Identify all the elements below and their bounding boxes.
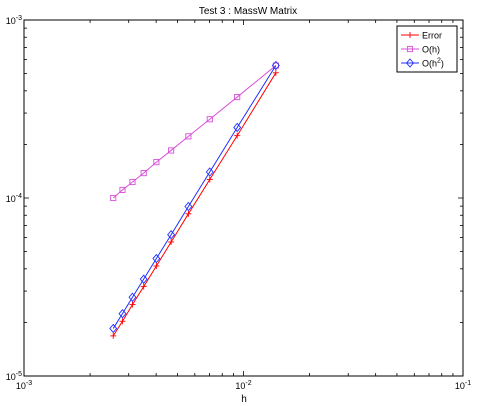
- data-point: [185, 210, 192, 217]
- data-point: [110, 332, 117, 339]
- x-axis-label: h: [241, 394, 247, 405]
- y-tick-label: 10-5: [6, 371, 22, 382]
- data-point: [167, 230, 176, 240]
- series-1: [110, 62, 279, 202]
- legend-marker: [406, 58, 414, 68]
- data-point: [234, 132, 241, 139]
- legend-entry: O(h2): [401, 58, 444, 69]
- legend-label: O(h2): [422, 58, 444, 69]
- data-point: [129, 178, 136, 186]
- x-tick-label: 10-3: [16, 380, 32, 391]
- chart-title: Test 3 : MassW Matrix: [199, 6, 297, 17]
- axis-ticks: 10-3 10-2 10-1 10-5 10-4 10-3: [6, 15, 471, 391]
- series-2: [109, 60, 280, 334]
- series-line: [112, 65, 277, 329]
- data-point: [271, 60, 280, 71]
- x-tick-label: 10-1: [455, 380, 471, 391]
- data-point: [206, 116, 213, 123]
- plot-area: [23, 19, 464, 377]
- data-point: [272, 62, 279, 69]
- data-point: [118, 308, 127, 319]
- data-point: [129, 301, 136, 308]
- data-point: [184, 201, 193, 212]
- data-point: [119, 318, 126, 325]
- legend-label: Error: [422, 31, 442, 41]
- legend: Error O(h) O(h2): [396, 25, 458, 73]
- data-point: [153, 159, 160, 166]
- data-point: [139, 274, 148, 284]
- data-point: [205, 167, 214, 177]
- legend-marker: [407, 32, 413, 38]
- x-tick-label: 10-2: [235, 380, 251, 391]
- y-tick-label: 10-4: [6, 193, 22, 204]
- series-line: [112, 72, 277, 337]
- data-point: [153, 262, 160, 269]
- legend-entry: Error: [401, 31, 442, 41]
- data-point: [152, 253, 161, 264]
- data-point: [206, 176, 213, 183]
- data-point: [128, 292, 137, 302]
- data-point: [233, 122, 242, 133]
- data-point: [109, 323, 118, 334]
- legend-label: O(h): [422, 45, 440, 55]
- data-point: [185, 133, 192, 140]
- y-tick-label: 10-3: [6, 15, 22, 26]
- data-point: [168, 147, 175, 154]
- legend-entry: O(h): [401, 45, 440, 55]
- data-point: [234, 94, 241, 101]
- data-point: [119, 186, 126, 193]
- data-point: [140, 170, 147, 177]
- data-point: [168, 238, 175, 245]
- series-line: [112, 65, 277, 199]
- data-point: [110, 194, 117, 202]
- legend-marker: [406, 45, 414, 53]
- series-0: [110, 69, 279, 339]
- data-point: [140, 283, 147, 290]
- data-point: [272, 69, 279, 76]
- series-layer: [109, 60, 280, 339]
